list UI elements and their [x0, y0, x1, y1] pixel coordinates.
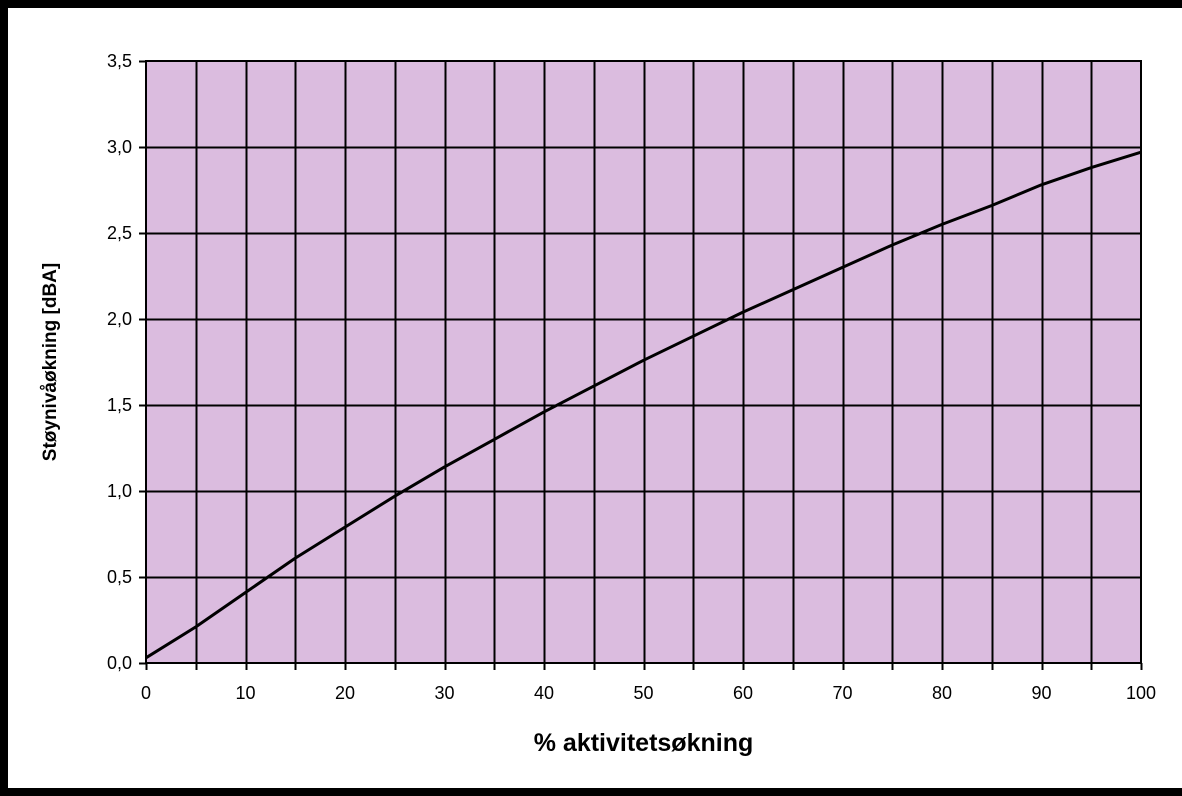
chart-frame: 0 10 20 30 40 50 60 70 80 90 100 0,0 0,5 1,0 1,5 2,0 2,…	[8, 8, 1182, 788]
y-tick-label: 1,5	[107, 395, 132, 415]
x-tick-label: 80	[932, 683, 952, 703]
axis-ticks	[139, 60, 1143, 670]
y-axis-tick-labels: 0,0 0,5 1,0 1,5 2,0 2,5 3,0 3,5	[107, 51, 132, 673]
y-tick-label: 2,0	[107, 309, 132, 329]
x-tick-label: 30	[434, 683, 454, 703]
y-tick-label: 0,0	[107, 653, 132, 673]
y-tick-label: 3,5	[107, 51, 132, 71]
x-tick-label: 100	[1126, 683, 1156, 703]
x-axis-tick-labels: 0 10 20 30 40 50 60 70 80 90 100	[141, 683, 1156, 703]
x-tick-label: 40	[534, 683, 554, 703]
x-tick-label: 60	[733, 683, 753, 703]
y-tick-label: 3,0	[107, 137, 132, 157]
x-tick-label: 90	[1031, 683, 1051, 703]
x-tick-label: 20	[335, 683, 355, 703]
x-axis-title: % aktivitetsøkning	[534, 729, 754, 757]
y-axis-title: Støynivåøkning [dBA]	[40, 263, 61, 461]
line-chart: 0 10 20 30 40 50 60 70 80 90 100 0,0 0,5 1,0 1,5 2,0 2,…	[40, 51, 1156, 757]
x-tick-label: 10	[235, 683, 255, 703]
y-tick-label: 2,5	[107, 223, 132, 243]
horizontal-gridlines	[146, 146, 1141, 579]
series-line	[145, 150, 1142, 660]
x-tick-label: 50	[633, 683, 653, 703]
y-tick-label: 0,5	[107, 567, 132, 587]
x-tick-label: 70	[832, 683, 852, 703]
y-tick-label: 1,0	[107, 481, 132, 501]
x-tick-label: 0	[141, 683, 151, 703]
vertical-gridlines	[195, 61, 1093, 663]
